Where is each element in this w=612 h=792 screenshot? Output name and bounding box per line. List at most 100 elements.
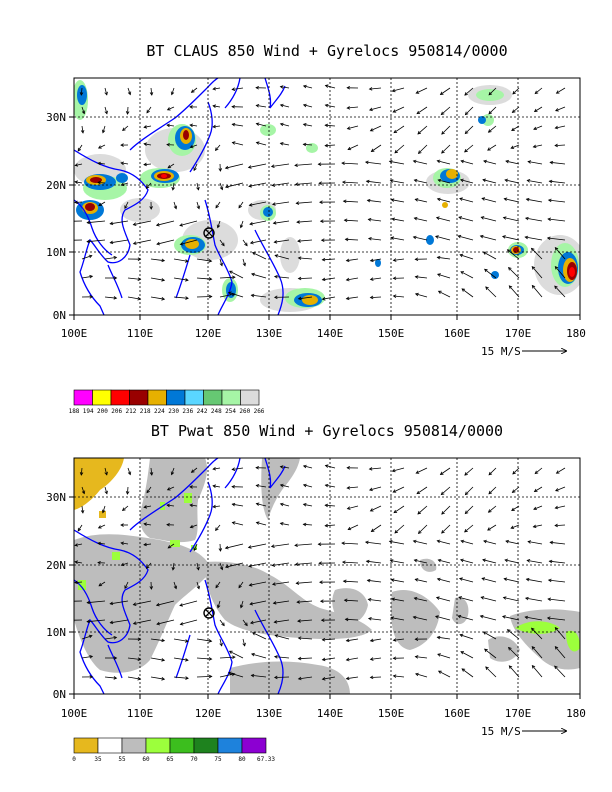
wind-arrow-head: [97, 560, 101, 565]
wind-arrow-head: [347, 526, 352, 531]
wind-arrow-head: [184, 259, 189, 263]
wind-arrow: [191, 467, 198, 473]
wind-arrow-head: [231, 521, 236, 525]
wind-arrow: [367, 199, 382, 203]
x-tick-1-4: 140E: [317, 327, 344, 340]
wind-arrow-head: [394, 529, 398, 534]
wind-arrow: [370, 125, 382, 132]
wind-arrow: [554, 247, 566, 260]
wind-arrow-head: [554, 505, 559, 510]
wind-arrow-head: [481, 577, 486, 581]
wind-arrow-head: [190, 89, 195, 93]
wind-arrow: [124, 201, 129, 209]
wind-arrow-head: [294, 163, 298, 167]
wind-arrow-head: [302, 522, 307, 527]
wind-arrow: [173, 581, 177, 589]
wind-arrow-head: [215, 584, 219, 589]
wind-arrow: [512, 106, 520, 113]
wind-arrow-head: [484, 268, 488, 273]
wind-arrow-head: [549, 160, 554, 165]
wind-arrow-head: [524, 235, 529, 240]
wind-arrow-head: [532, 524, 537, 529]
wind-arrow-head: [248, 564, 252, 568]
wind-arrow: [303, 104, 313, 108]
wind-arrow: [298, 257, 313, 260]
wind-arrow-head: [137, 657, 142, 661]
wind-arrow-head: [547, 217, 552, 222]
wind-arrow-head: [413, 178, 418, 183]
wind-arrow: [548, 579, 566, 583]
wind-arrow: [303, 484, 313, 488]
wind-arrow: [190, 144, 198, 148]
wind-arrow: [180, 619, 198, 625]
wind-arrow-head: [341, 541, 345, 546]
wind-arrow: [296, 581, 313, 584]
wind-arrow-head: [248, 184, 252, 188]
wind-arrow: [485, 666, 497, 678]
wind-arrow-head: [547, 198, 552, 203]
wind-arrow-head: [345, 277, 350, 282]
wind-arrow-head: [413, 558, 418, 563]
wind-arrow: [127, 87, 131, 95]
wind-arrow: [534, 87, 543, 94]
colorbar-label: 242: [197, 408, 208, 415]
wind-arrow: [438, 290, 451, 298]
wind-arrow-head: [415, 672, 419, 677]
colorbar-label: 35: [94, 756, 102, 763]
wind-arrow: [414, 559, 428, 564]
wind-arrow-head: [212, 484, 217, 489]
wind-arrow-head: [208, 294, 213, 299]
wind-arrow: [193, 543, 198, 551]
wind-arrow: [232, 142, 244, 146]
wind-arrow-head: [212, 504, 217, 509]
wind-arrow-head: [149, 92, 154, 96]
wind-arrow-head: [548, 559, 553, 564]
wind-arrow-head: [113, 636, 118, 640]
wind-arrow: [464, 87, 474, 96]
wind-arrow: [393, 106, 405, 113]
x-tick-1-7: 170E: [505, 327, 532, 340]
wind-arrow: [219, 656, 235, 659]
wind-arrow-head: [221, 242, 225, 247]
wind-arrow-head: [437, 670, 442, 674]
wind-arrow-head: [502, 596, 507, 600]
wind-arrow: [143, 543, 152, 546]
wind-arrow-head: [255, 86, 259, 90]
wind-arrow-head: [434, 615, 439, 619]
wind-arrow-head: [77, 527, 81, 532]
wind-arrow: [215, 524, 221, 531]
wind-arrow-head: [145, 185, 150, 189]
wind-arrow-head: [321, 296, 326, 301]
wind-arrow: [191, 87, 198, 93]
wind-arrow-head: [248, 203, 253, 207]
wind-arrow-head: [488, 110, 493, 115]
wind-arrow-head: [460, 558, 464, 563]
wind-arrow: [534, 467, 543, 474]
wind-arrow-head: [179, 223, 183, 227]
wind-arrow-head: [370, 528, 375, 532]
wind-arrow-head: [196, 186, 200, 191]
wind-arrow-head: [554, 523, 558, 528]
wind-arrow: [441, 144, 451, 154]
wind-arrow-head: [554, 645, 559, 650]
wind-arrow: [555, 505, 566, 509]
wind-arrow: [341, 162, 359, 165]
wind-arrow: [346, 657, 359, 661]
wind-arrow: [393, 675, 405, 678]
wind-arrow: [215, 201, 221, 209]
wind-arrow: [295, 562, 313, 565]
wind-arrow: [171, 467, 175, 475]
wind-arrow: [370, 657, 382, 660]
wind-arrow: [510, 144, 520, 149]
wind-arrow-head: [459, 197, 463, 201]
wind-arrow-head: [321, 277, 326, 282]
wind-arrow-head: [511, 109, 516, 113]
wind-arrow: [366, 180, 382, 184]
wind-arrow-head: [208, 639, 213, 643]
wind-arrow-head: [250, 652, 255, 657]
colorbar-swatch: [217, 737, 243, 754]
wind-arrow-head: [319, 200, 323, 204]
wind-arrow-head: [510, 525, 515, 529]
wind-arrow-head: [460, 651, 464, 655]
wind-arrow-head: [441, 511, 445, 515]
